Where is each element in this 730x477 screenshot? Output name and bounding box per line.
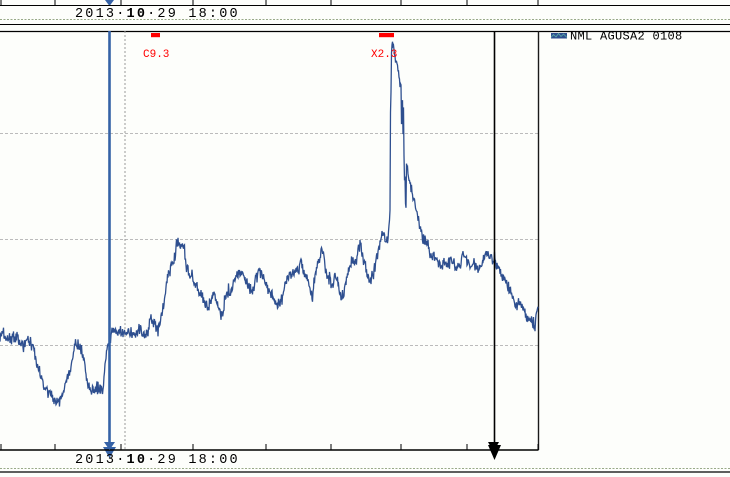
svg-text:2013·10·29 18:00: 2013·10·29 18:00: [75, 453, 240, 468]
svg-text:C9.3: C9.3: [143, 49, 169, 61]
svg-text:X2.3: X2.3: [371, 49, 397, 61]
svg-text:NML AGUSA2 0108: NML AGUSA2 0108: [570, 30, 683, 44]
